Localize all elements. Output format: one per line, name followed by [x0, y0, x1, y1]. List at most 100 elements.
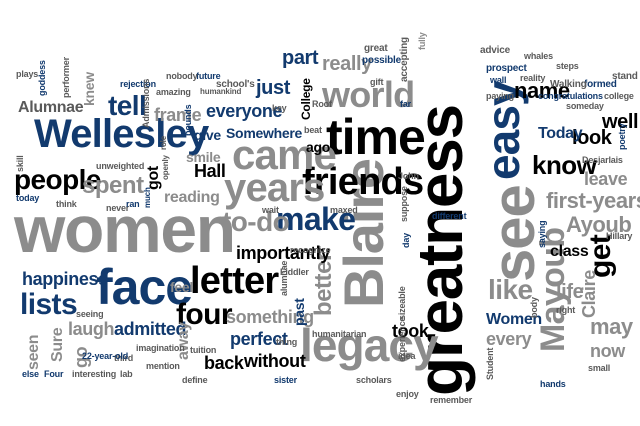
word-beat: beat	[304, 125, 322, 135]
word-formed: formed	[584, 79, 617, 90]
word-future: future	[196, 71, 221, 81]
word-body: body	[529, 297, 539, 318]
word-fully: fully	[417, 32, 427, 50]
word-whales: whales	[524, 51, 553, 61]
word-unweighted: unweighted	[96, 161, 145, 171]
word-small: small	[588, 363, 611, 373]
word-life: life	[556, 281, 584, 303]
word-ago: ago	[306, 139, 331, 155]
word-ran: ran	[126, 199, 140, 209]
word-today: Today	[538, 125, 583, 142]
word-may: may	[590, 314, 633, 339]
word-prospect: prospect	[486, 63, 527, 74]
word-without: without	[244, 351, 306, 371]
word-perfect: perfect	[230, 329, 288, 349]
word-reality: reality	[520, 73, 546, 83]
word-friends: friends	[302, 161, 424, 203]
word-first-years: first-years	[546, 188, 640, 213]
word-part: part	[282, 47, 319, 69]
word-came: came	[232, 131, 337, 178]
word-paying: paying	[486, 91, 514, 101]
word-lab: lab	[120, 369, 133, 379]
word-22-year-old: 22-year-old	[82, 351, 129, 361]
word-saying: saying	[537, 220, 547, 248]
word-never: never	[106, 203, 130, 213]
word-leave: leave	[584, 169, 628, 189]
word-student: Student	[485, 347, 495, 380]
word-sister: sister	[274, 375, 297, 385]
word-smile: smile	[186, 149, 221, 165]
word-something: something	[226, 307, 314, 327]
word-spent: spent	[82, 172, 144, 199]
word-lists: lists	[20, 288, 78, 321]
word-women: women	[14, 192, 236, 266]
word-just: just	[256, 77, 290, 99]
word-seeing: seeing	[76, 309, 104, 319]
word-reading: reading	[164, 189, 220, 206]
word-really: really	[322, 53, 372, 75]
word-happiness: happiness	[22, 269, 108, 289]
word-like: like	[488, 274, 533, 305]
word-suppose: suppose	[399, 186, 409, 222]
word-four2: Four	[44, 369, 64, 379]
word-alumnae: Alumnae	[18, 99, 84, 116]
word-congratulations: congratulations	[538, 91, 603, 101]
word-advice: advice	[480, 45, 510, 56]
word-look: look	[572, 127, 612, 149]
word-poetry: poetry	[617, 123, 627, 150]
word-well: well	[602, 111, 639, 133]
word-experience: experience	[397, 316, 407, 362]
word-feel: feel	[170, 279, 194, 295]
word-maxed: maxed	[330, 205, 358, 215]
word-now: now	[590, 341, 625, 361]
word-great: great	[364, 43, 388, 54]
word-laugh: laugh	[68, 319, 115, 339]
word-schools: school's	[216, 79, 255, 90]
word-class: class	[550, 243, 589, 260]
word-hillary: Hillary	[606, 231, 633, 241]
word-hands: hands	[540, 379, 566, 389]
word-ayoub: Ayoub	[566, 212, 632, 237]
word-sure: Sure	[49, 327, 66, 362]
word-wait: wait	[262, 205, 279, 215]
word-nobody: nobody	[166, 71, 198, 81]
word-tuition: tuition	[190, 345, 217, 355]
word-possible: possible	[362, 55, 401, 66]
word-letter: letter	[190, 260, 279, 302]
word-years: years	[224, 166, 325, 210]
word-role: role	[159, 135, 168, 150]
word-different: different	[432, 211, 467, 221]
word-plays: plays	[16, 69, 39, 79]
word-day: day	[401, 233, 411, 248]
word-skill: skill	[15, 155, 25, 172]
word-admitted: admitted	[114, 319, 187, 339]
word-humanitarian: humanitarian	[312, 329, 367, 339]
word-time: time	[326, 109, 426, 165]
word-someday: someday	[566, 101, 604, 111]
word-performer: performer	[61, 57, 71, 98]
word-world: world	[322, 74, 415, 115]
word-interesting: interesting	[72, 369, 117, 379]
word-fiddler: Fiddler	[280, 267, 309, 277]
word-steps: steps	[556, 61, 579, 71]
word-idea: idea	[398, 351, 416, 361]
word-tell: tell	[108, 90, 147, 121]
word-rejection: rejection	[120, 79, 156, 89]
word-admissions: Admissions	[141, 78, 151, 128]
word-claire: Claire	[579, 270, 599, 318]
word-everyone: everyone	[206, 101, 283, 121]
word-name: name	[514, 78, 570, 103]
word-scholars: scholars	[356, 375, 392, 385]
word-wellesley: Wellesley	[34, 112, 209, 156]
word-gift: gift	[370, 77, 384, 87]
word-make: make	[276, 201, 356, 237]
word-took: took	[392, 321, 429, 341]
word-stand: stand	[612, 71, 638, 82]
word-college: College	[299, 78, 313, 120]
word-legacy: legacy	[300, 319, 439, 371]
word-imagination: imagination	[136, 343, 185, 353]
word-knew: knew	[81, 72, 97, 106]
word-women-small: Women	[486, 311, 542, 328]
word-four: four	[176, 298, 233, 331]
